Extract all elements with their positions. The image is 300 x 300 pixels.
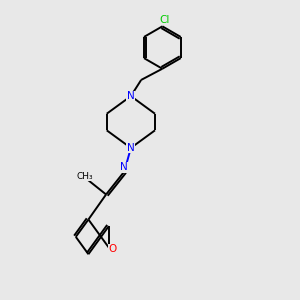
- Text: N: N: [127, 91, 135, 101]
- Text: N: N: [127, 143, 135, 153]
- Text: N: N: [121, 162, 128, 172]
- Text: Cl: Cl: [160, 15, 170, 25]
- Text: CH₃: CH₃: [76, 172, 93, 181]
- Text: O: O: [109, 244, 117, 254]
